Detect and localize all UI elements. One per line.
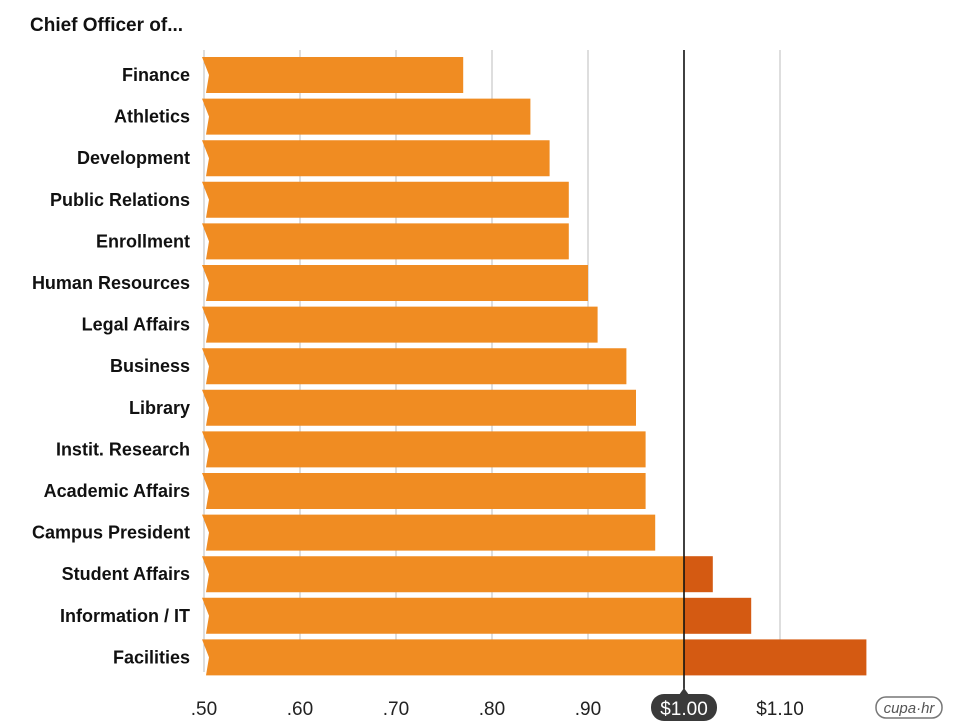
category-label: Information / IT <box>60 606 190 626</box>
category-label: Athletics <box>114 107 190 127</box>
highlighted-tick-badge <box>651 694 717 721</box>
tick-labels: .50 .60 .70 .80 .90 $1.00 $1.10 <box>191 688 804 721</box>
category-label: Business <box>110 356 190 376</box>
category-label: Student Affairs <box>62 564 190 584</box>
tick-label: $1.10 <box>756 699 804 720</box>
bar <box>202 57 464 93</box>
bar <box>202 98 531 135</box>
category-label: Facilities <box>113 647 190 667</box>
bar <box>202 348 627 385</box>
tick-label: .90 <box>575 699 601 720</box>
category-label: Development <box>77 148 190 168</box>
tick-label: .80 <box>479 699 505 720</box>
logo-outline <box>875 696 943 719</box>
category-label: Campus President <box>32 523 190 543</box>
category-label: Human Resources <box>32 273 190 293</box>
tick-label: $1.00 <box>660 699 708 720</box>
bar <box>202 265 588 301</box>
category-label: Library <box>129 398 190 418</box>
category-label: Finance <box>122 65 190 85</box>
category-label: Instit. Research <box>56 439 190 459</box>
bar-excess <box>684 597 752 634</box>
bar <box>202 306 598 343</box>
category-label: Legal Affairs <box>82 315 190 335</box>
tick-label: .60 <box>287 699 313 720</box>
category-labels: Finance Athletics Development Public Relati… <box>32 65 190 667</box>
bar-excess <box>684 556 713 593</box>
bar <box>202 140 550 177</box>
bar <box>202 431 646 468</box>
bar <box>202 473 646 509</box>
category-label: Public Relations <box>50 190 190 210</box>
bar <box>202 181 569 218</box>
tick-label: .70 <box>383 699 409 720</box>
bar <box>202 556 684 593</box>
category-label: Enrollment <box>96 231 190 251</box>
bar <box>202 223 569 260</box>
bar <box>202 639 684 676</box>
tick-label: .50 <box>191 699 217 720</box>
cupa-hr-logo: cupa·hr <box>875 696 943 719</box>
bar <box>202 514 656 551</box>
bars <box>202 57 867 676</box>
category-label: Academic Affairs <box>44 481 190 501</box>
bar-excess <box>684 639 867 676</box>
chart-title: Chief Officer of... <box>30 15 183 36</box>
bar <box>202 597 684 634</box>
badge-pointer <box>679 688 689 695</box>
bar <box>202 389 636 426</box>
logo-text: cupa·hr <box>884 700 936 717</box>
